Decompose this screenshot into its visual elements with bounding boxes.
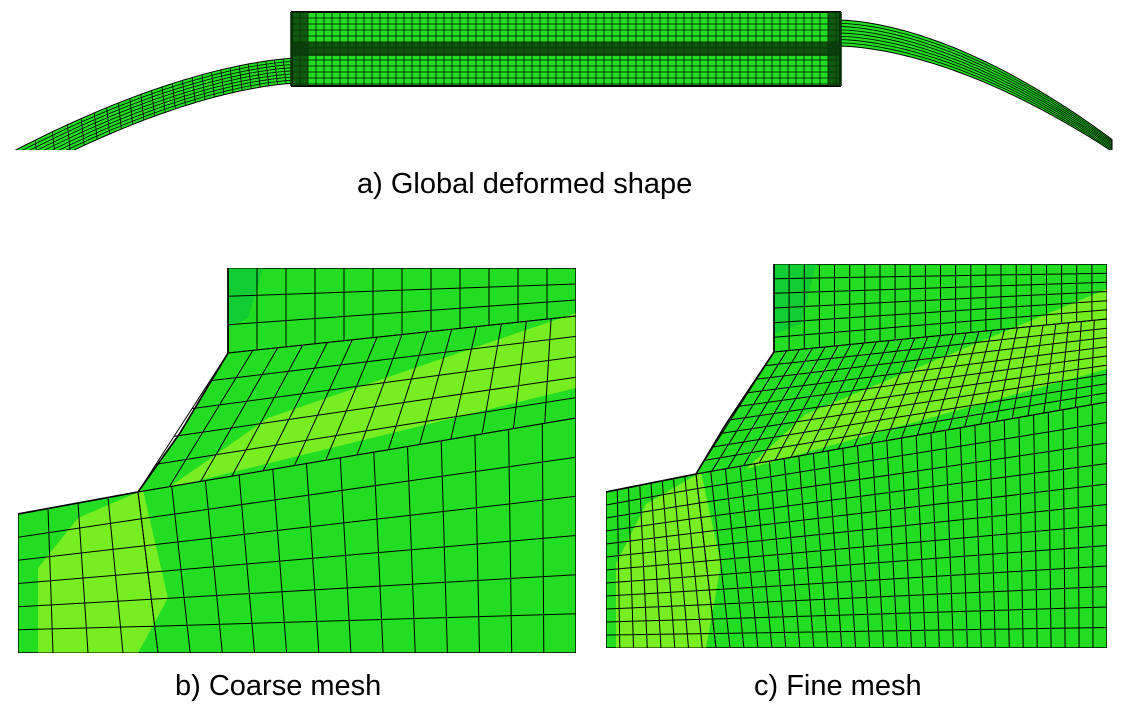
caption-fine-mesh: c) Fine mesh: [754, 670, 922, 702]
coarse-light-zone-foot: [38, 490, 168, 653]
fine-dark-zone: [774, 264, 816, 334]
central-dense-band: [292, 42, 840, 56]
right-dense-edge: [828, 12, 842, 86]
coarse-diagonal-mesh: [137, 315, 576, 493]
coarse-dark-zone: [228, 268, 263, 328]
coarse-light-zone-diagonal: [168, 313, 576, 488]
caption-global-deformed-shape: a) Global deformed shape: [357, 168, 693, 200]
coarse-boundary: [18, 268, 229, 515]
global-mesh-figure: [14, 11, 1129, 150]
caption-coarse-mesh: b) Coarse mesh: [175, 670, 382, 702]
right-arm: [837, 19, 1113, 150]
fine-mesh-figure: [606, 264, 1107, 648]
fine-boundary: [606, 264, 775, 493]
left-arm-mesh: [22, 58, 301, 150]
coarse-mesh-figure: [18, 268, 576, 653]
fine-diagonal-mesh: [695, 318, 1107, 475]
global-deformed-shape-panel: [0, 0, 1129, 150]
fine-mesh-panel: [606, 264, 1107, 648]
left-dense-edge: [290, 12, 308, 86]
coarse-mesh-panel: [18, 268, 576, 653]
